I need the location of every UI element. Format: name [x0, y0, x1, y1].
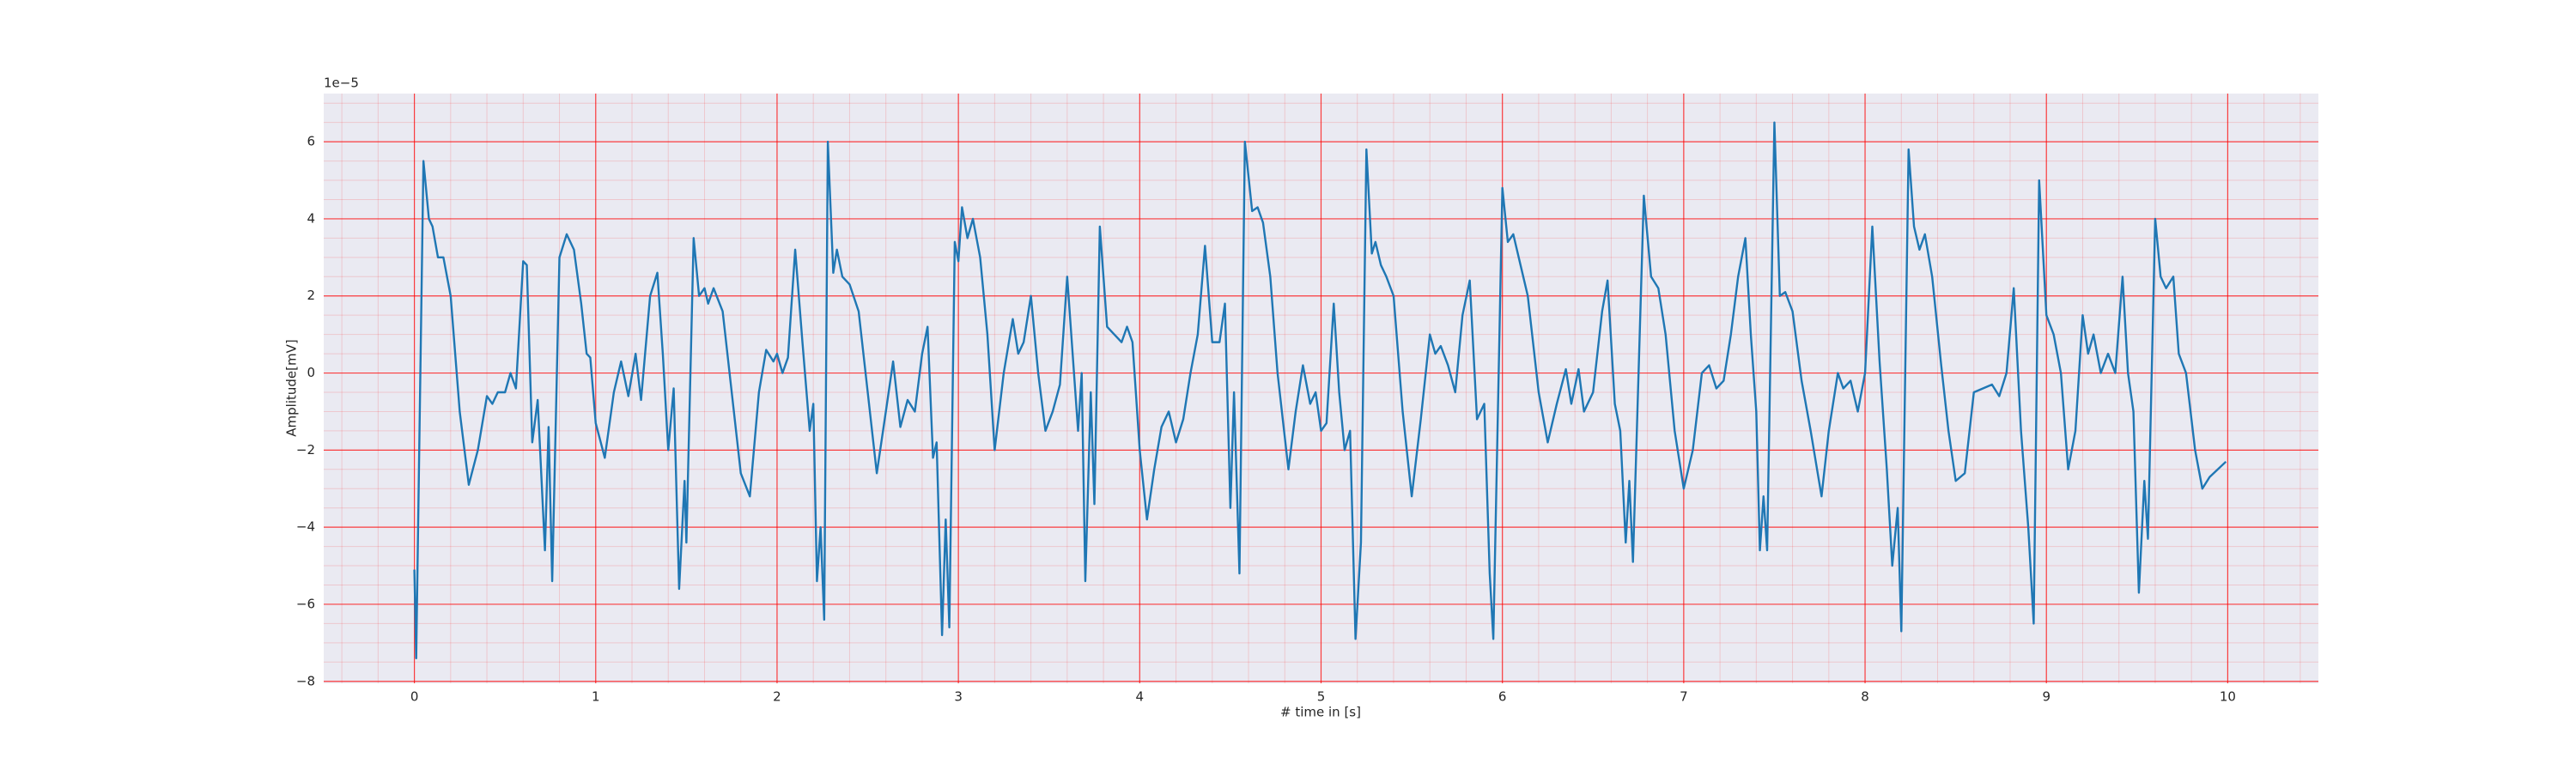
x-tick-label: 3 [954, 689, 963, 705]
y-tick-label: 6 [307, 134, 315, 149]
x-tick-label: 10 [2220, 689, 2236, 705]
y-tick-label: −4 [296, 519, 315, 535]
x-tick-label: 2 [773, 689, 781, 705]
x-tick-label: 7 [1680, 689, 1688, 705]
offset-text: 1e−5 [324, 76, 359, 91]
x-tick-label: 4 [1136, 689, 1145, 705]
signal-line [413, 121, 2227, 660]
x-tick-label: 6 [1498, 689, 1507, 705]
x-tick-label: 9 [2042, 689, 2050, 705]
y-tick-label: 2 [307, 288, 315, 303]
y-tick-label: 0 [307, 365, 315, 380]
y-tick-label: −2 [296, 442, 315, 458]
x-tick-label: 5 [1317, 689, 1326, 705]
y-axis-label: Amplitude[mV] [284, 339, 300, 436]
x-tick-label: 1 [592, 689, 600, 705]
x-tick-label: 0 [410, 689, 419, 705]
y-tick-label: −8 [296, 673, 315, 688]
y-tick-label: 4 [307, 210, 315, 226]
y-tick-label: −6 [296, 596, 315, 611]
x-axis-label: # time in [s] [1280, 705, 1361, 720]
x-tick-label: 8 [1861, 689, 1869, 705]
